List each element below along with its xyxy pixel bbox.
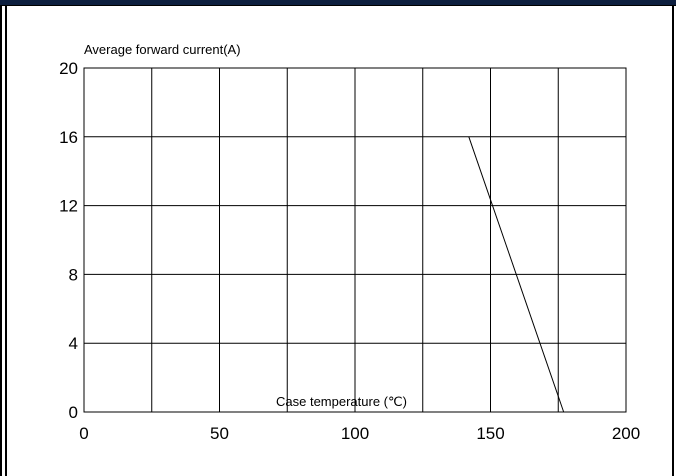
- x-tick-label: 0: [79, 424, 88, 443]
- plot-area-border: [83, 67, 627, 413]
- x-axis-tick-labels: 0 50 100 150 200: [79, 424, 640, 443]
- x-axis-title: Case temperature (℃): [276, 394, 407, 409]
- y-axis-title: Average forward current(A): [84, 42, 241, 57]
- y-tick-label: 16: [59, 128, 78, 147]
- derating-curve: [468, 136, 565, 413]
- series-lines: [468, 136, 565, 413]
- y-axis-tick-labels: 0 4 8 12 16 20: [59, 59, 78, 422]
- x-tick-label: 100: [341, 424, 369, 443]
- y-tick-label: 4: [69, 334, 78, 353]
- y-tick-label: 20: [59, 59, 78, 78]
- x-tick-label: 200: [612, 424, 640, 443]
- x-tick-label: 50: [210, 424, 229, 443]
- window-left-border-outer: [0, 6, 2, 476]
- grid-lines: [84, 68, 626, 412]
- y-tick-label: 8: [69, 265, 78, 284]
- window-left-border-inner: [5, 6, 7, 476]
- x-tick-label: 150: [476, 424, 504, 443]
- y-tick-label: 12: [59, 197, 78, 216]
- y-tick-label: 0: [69, 403, 78, 422]
- window-top-border: [0, 0, 676, 6]
- window-right-border: [672, 6, 674, 476]
